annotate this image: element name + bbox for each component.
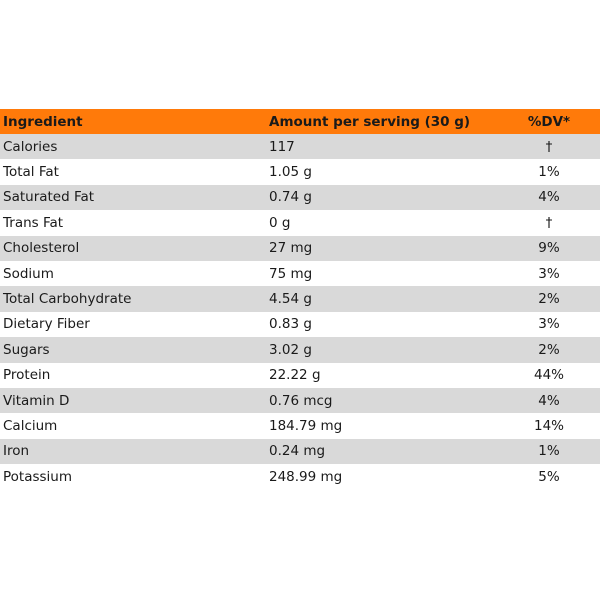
row-amount: 248.99 mg [266, 464, 498, 490]
row-ingredient: Calories [0, 134, 266, 160]
row-daily-value: † [498, 210, 600, 236]
table-row: Sodium 75 mg 3% [0, 260, 600, 287]
row-daily-value: 1% [498, 159, 600, 185]
table-row: Protein 22.22 g 44% [0, 362, 600, 388]
row-daily-value: 1% [498, 438, 600, 465]
row-amount: 0.24 mg [266, 438, 498, 465]
table-row: Iron 0.24 mg 1% [0, 438, 600, 465]
table-row: Saturated Fat 0.74 g 4% [0, 184, 600, 211]
row-ingredient: Protein [0, 362, 266, 388]
row-ingredient: Vitamin D [0, 387, 266, 414]
row-amount: 0.83 g [266, 311, 498, 338]
table-row: Calcium 184.79 mg 14% [0, 413, 600, 439]
row-amount: 3.02 g [266, 337, 498, 363]
row-ingredient: Cholesterol [0, 235, 266, 261]
row-daily-value: 44% [498, 362, 600, 388]
row-ingredient: Dietary Fiber [0, 311, 266, 338]
row-daily-value: 2% [498, 286, 600, 312]
row-daily-value: 9% [498, 235, 600, 261]
row-amount: 117 [266, 134, 498, 160]
row-ingredient: Sugars [0, 337, 266, 363]
table-row: Total Carbohydrate 4.54 g 2% [0, 286, 600, 312]
row-ingredient: Total Carbohydrate [0, 286, 266, 312]
table-row: Calories 117 † [0, 134, 600, 160]
table-row: Cholesterol 27 mg 9% [0, 235, 600, 261]
row-amount: 0.74 g [266, 184, 498, 211]
row-daily-value: 14% [498, 413, 600, 439]
table-row: Trans Fat 0 g † [0, 210, 600, 236]
row-amount: 22.22 g [266, 362, 498, 388]
row-daily-value: 2% [498, 337, 600, 363]
row-amount: 184.79 mg [266, 413, 498, 439]
row-amount: 0.76 mcg [266, 387, 498, 414]
row-ingredient: Saturated Fat [0, 184, 266, 211]
header-amount-per-serving: Amount per serving (30 g) [266, 109, 498, 134]
table-row: Dietary Fiber 0.83 g 3% [0, 311, 600, 338]
row-amount: 27 mg [266, 235, 498, 261]
row-ingredient: Calcium [0, 413, 266, 439]
row-daily-value: 3% [498, 311, 600, 338]
header-daily-value: %DV* [498, 109, 600, 134]
table-row: Potassium 248.99 mg 5% [0, 464, 600, 490]
table-body: Calories 117 † Total Fat 1.05 g 1% Satur… [0, 134, 600, 490]
row-daily-value: 4% [498, 184, 600, 211]
row-ingredient: Iron [0, 438, 266, 465]
row-daily-value: 5% [498, 464, 600, 490]
header-ingredient: Ingredient [0, 109, 266, 134]
table-row: Vitamin D 0.76 mcg 4% [0, 387, 600, 414]
row-daily-value: † [498, 134, 600, 160]
table-row: Total Fat 1.05 g 1% [0, 159, 600, 185]
row-ingredient: Potassium [0, 464, 266, 490]
row-ingredient: Sodium [0, 260, 266, 287]
row-amount: 1.05 g [266, 159, 498, 185]
row-ingredient: Trans Fat [0, 210, 266, 236]
row-ingredient: Total Fat [0, 159, 266, 185]
table-header: Ingredient Amount per serving (30 g) %DV… [0, 109, 600, 134]
row-daily-value: 4% [498, 387, 600, 414]
header-row: Ingredient Amount per serving (30 g) %DV… [0, 109, 600, 134]
nutrition-facts-table: Ingredient Amount per serving (30 g) %DV… [0, 109, 600, 490]
row-daily-value: 3% [498, 260, 600, 287]
row-amount: 75 mg [266, 260, 498, 287]
row-amount: 0 g [266, 210, 498, 236]
table-row: Sugars 3.02 g 2% [0, 337, 600, 363]
row-amount: 4.54 g [266, 286, 498, 312]
